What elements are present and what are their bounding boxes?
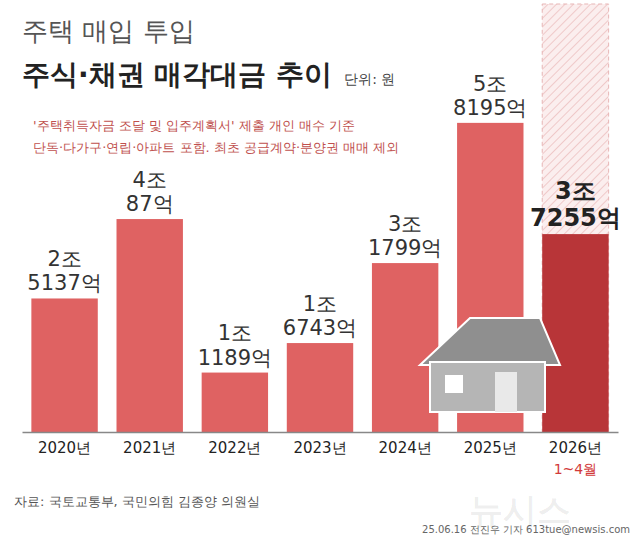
x-tick-label: 2024년 — [379, 439, 432, 457]
bar — [287, 343, 353, 432]
x-tick-label: 2025년 — [464, 439, 517, 457]
x-tick-label: 2022년 — [208, 439, 261, 457]
house-door — [495, 372, 517, 412]
x-tick-label: 2026년 — [549, 439, 602, 457]
data-label-line: 8195억 — [453, 96, 527, 120]
chart: 주택 매입 투입주식·채권 매각대금 추이 단위: 원 '주택취득자금 조달 및 입… — [0, 0, 640, 542]
subtitle: 단독·다가구·연립·아파트 포함. 최초 공급계약·분양권 매매 제외 — [33, 140, 399, 155]
data-label-line: 87억 — [126, 192, 174, 216]
x-tick: 2026년 — [549, 432, 602, 457]
data-label-line: 5137억 — [27, 271, 101, 295]
data-label-line: 5조 — [473, 72, 507, 96]
source: 자료: 국토교통부, 국민의힘 김종양 의원실 — [14, 494, 260, 509]
x-tick-label: 2021년 — [123, 439, 176, 457]
data-label-line: 1799억 — [368, 236, 442, 260]
x-tick-label: 2023년 — [293, 439, 346, 457]
data-label: 3조7255억 — [530, 177, 621, 233]
bar — [117, 219, 183, 432]
bar — [202, 373, 268, 432]
x-tick: 2023년 — [293, 432, 346, 457]
data-label-line: 7255억 — [530, 204, 621, 232]
x-tick: 2020년 — [38, 432, 91, 457]
data-label: 5조8195억 — [453, 72, 527, 120]
x-tick: 2022년 — [208, 432, 261, 457]
data-label: 3조1799억 — [368, 212, 442, 260]
data-label: 2조5137억 — [27, 247, 101, 295]
x-tick-label: 2020년 — [38, 439, 91, 457]
house-body — [430, 362, 545, 412]
house-icon — [420, 318, 560, 412]
data-label-line: 2조 — [47, 247, 81, 271]
house-window — [445, 375, 463, 393]
subtitle: '주택취득자금 조달 및 입주계획서' 제출 개인 매수 기준 — [33, 118, 355, 133]
supertitle: 주택 매입 투입 — [22, 16, 195, 46]
title: 주식·채권 매각대금 추이 — [22, 58, 332, 91]
data-label: 4조87억 — [126, 168, 174, 216]
data-label-line: 6743억 — [283, 316, 357, 340]
data-label-line: 1189억 — [198, 346, 272, 370]
data-label-line: 3조 — [555, 177, 596, 205]
x-tick: 2021년 — [123, 432, 176, 457]
bar — [372, 263, 438, 432]
x-axis-line — [23, 432, 619, 434]
credit: 25.06.16 전진우 기자 613tue@newsis.com — [422, 524, 630, 535]
annotation: 1~4월 — [554, 461, 598, 477]
data-label-line: 4조 — [133, 168, 167, 192]
house-roof — [420, 318, 560, 365]
data-label: 1조1189억 — [198, 321, 272, 369]
data-label: 1조6743억 — [283, 292, 357, 340]
data-label-line: 1조 — [218, 321, 252, 345]
bar — [31, 298, 97, 432]
x-tick: 2025년 — [464, 432, 517, 457]
data-label-line: 3조 — [388, 212, 422, 236]
bars — [31, 123, 608, 432]
x-axis: 2020년 2021년 2022년 2023년 2024년 2025년 2026년 — [23, 432, 619, 457]
data-labels: 2조5137억4조87억1조1189억1조6743억3조1799억5조8195억… — [27, 72, 620, 370]
bar — [542, 234, 608, 432]
x-tick: 2024년 — [379, 432, 432, 457]
data-label-line: 1조 — [303, 292, 337, 316]
unit: 단위: 원 — [344, 71, 395, 87]
